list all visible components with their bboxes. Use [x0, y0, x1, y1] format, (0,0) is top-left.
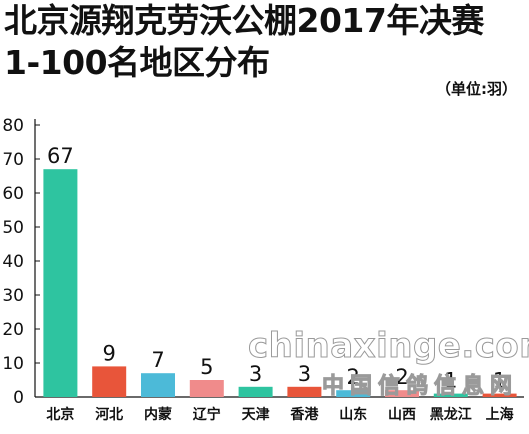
- x-tick-label: 内蒙: [144, 406, 172, 423]
- watermark-text: chinaxinge.com: [247, 326, 529, 367]
- chart-title-line1: 北京源翔克劳沃公棚2017年决赛: [4, 1, 484, 40]
- y-tick-label: 20: [2, 320, 24, 340]
- bar: [385, 390, 419, 397]
- x-tick-label: 上海: [486, 406, 514, 423]
- y-tick-label: 30: [2, 286, 24, 306]
- data-label: 7: [151, 348, 164, 372]
- data-label: 67: [47, 144, 74, 168]
- x-tick-label: 山西: [388, 407, 416, 423]
- data-label: 5: [200, 355, 213, 379]
- bar: [43, 169, 78, 397]
- y-tick-label: 50: [2, 218, 24, 238]
- bar: [189, 380, 224, 397]
- y-tick-label: 70: [2, 150, 24, 170]
- bar: [287, 386, 322, 397]
- unit-label: （单位:羽）: [436, 80, 517, 98]
- data-label: 2: [347, 365, 360, 389]
- bar: [92, 366, 127, 397]
- bar: [336, 390, 371, 397]
- y-tick-label: 10: [2, 354, 24, 374]
- x-tick-label: 河北: [95, 406, 123, 423]
- chart-title-line2: 1-100名地区分布: [4, 43, 270, 82]
- watermark-text-cn: 中国信鸽信息网: [321, 374, 519, 400]
- x-tick-label: 天津: [242, 406, 270, 423]
- bar: [433, 393, 468, 397]
- y-tick-label: 80: [2, 116, 24, 136]
- y-tick-label: 40: [2, 252, 24, 272]
- bar: [238, 386, 273, 397]
- x-tick-label: 北京: [46, 406, 74, 423]
- data-label: 3: [249, 362, 262, 386]
- y-tick-label: 0: [13, 388, 24, 408]
- x-tick-label: 山东: [339, 406, 367, 423]
- bar: [141, 373, 175, 397]
- data-label: 1: [493, 369, 506, 393]
- bar: [482, 393, 517, 397]
- data-label: 2: [395, 365, 408, 389]
- data-label: 3: [298, 362, 311, 386]
- y-tick-label: 60: [2, 184, 24, 204]
- x-tick-label: 辽宁: [193, 406, 221, 423]
- data-label: 1: [444, 369, 457, 393]
- x-tick-label: 香港: [289, 406, 319, 423]
- data-label: 9: [103, 341, 116, 365]
- x-tick-label: 黑龙江: [430, 406, 472, 423]
